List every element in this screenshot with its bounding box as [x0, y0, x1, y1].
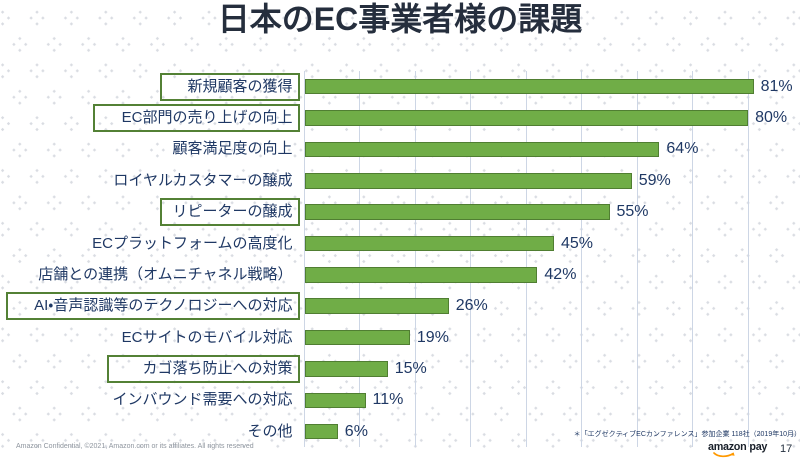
- page-title: 日本のEC事業者様の課題: [217, 1, 583, 37]
- highlight-box: [159, 72, 300, 101]
- category-label: その他: [247, 422, 293, 440]
- value-label: 42%: [544, 265, 577, 283]
- bar: [304, 423, 338, 440]
- value-label: 55%: [616, 203, 649, 221]
- category-label: EC部門の売り上げの向上: [121, 109, 293, 126]
- bar: [304, 235, 554, 252]
- value-label: 6%: [344, 422, 368, 440]
- highlight-box: [160, 198, 300, 227]
- bar: [304, 110, 749, 126]
- value-label: 15%: [394, 359, 427, 377]
- gridline: [414, 71, 416, 448]
- value-label: 64%: [666, 140, 699, 158]
- amazon-smile-icon: [713, 452, 735, 458]
- highlight-box: [106, 354, 300, 383]
- bar: [304, 298, 449, 314]
- value-label: 11%: [372, 391, 404, 409]
- value-label: 26%: [455, 297, 488, 315]
- category-label: ECプラットフォームの高度化: [92, 234, 293, 252]
- category-label: ECサイトのモバイル対応: [121, 328, 293, 346]
- gridline: [581, 71, 583, 448]
- footnote: ＊「エグゼクティブECカンファレンス」参加企業 118社（2019年10月）: [573, 431, 800, 438]
- category-label: リピーターの醸成: [172, 203, 293, 221]
- bar: [304, 361, 388, 377]
- gridline: [359, 71, 361, 448]
- bar: [304, 392, 366, 408]
- logo-amazon-text: amazon: [708, 441, 747, 453]
- category-label: カゴ落ち防止への対策: [142, 359, 293, 377]
- value-label: 19%: [416, 328, 449, 346]
- copyright-text: Amazon Confidential, ©2021, Amazon.com o…: [16, 443, 254, 450]
- bar: [304, 267, 538, 283]
- gridline: [747, 71, 749, 448]
- category-label: 新規顧客の獲得: [187, 77, 293, 95]
- bar: [304, 173, 632, 189]
- category-label: 店舗との連携（オムニチャネル戦略）: [38, 265, 293, 283]
- category-label: 顧客満足度の向上: [172, 140, 293, 158]
- highlight-box: [93, 104, 300, 132]
- value-label: 80%: [755, 109, 788, 126]
- value-label: 81%: [760, 77, 793, 95]
- gridline: [525, 71, 527, 448]
- value-label: 59%: [638, 171, 671, 189]
- bar: [304, 141, 660, 158]
- highlight-box: [6, 292, 300, 321]
- logo-pay-text: pay: [749, 441, 768, 453]
- gridline: [636, 71, 638, 448]
- bar: [304, 329, 410, 346]
- bar: [304, 78, 754, 95]
- bar: [304, 204, 610, 220]
- category-label: インバウンド需要への対応: [112, 391, 293, 409]
- amazon-pay-logo: amazon pay: [708, 437, 768, 458]
- gridline: [304, 71, 305, 448]
- gridline: [692, 71, 694, 448]
- category-label: AI・音声認識等のテクノロジーへの対応: [34, 297, 293, 315]
- gridline: [470, 71, 472, 448]
- value-label: 45%: [561, 234, 594, 252]
- page-number: 17: [780, 443, 793, 455]
- category-label: ロイヤルカスタマーの醸成: [113, 171, 293, 189]
